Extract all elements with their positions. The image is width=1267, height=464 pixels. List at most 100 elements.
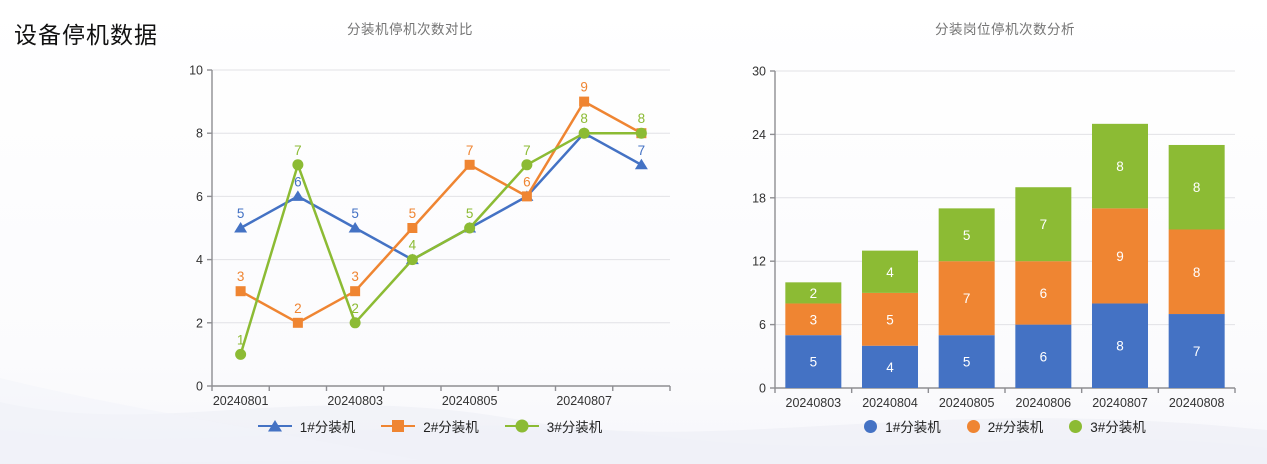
bar-value-label: 8	[1193, 180, 1201, 195]
bar-segment-1[interactable]	[1168, 314, 1225, 388]
legend-marker-circle-icon	[504, 419, 539, 433]
x-tick-label: 20240801	[213, 394, 269, 408]
data-point-triangle[interactable]	[234, 222, 248, 233]
bar-value-label: 4	[886, 265, 894, 280]
bar-segment-3[interactable]	[1168, 144, 1225, 230]
data-point-square[interactable]	[521, 191, 532, 202]
point-value-label: 7	[638, 143, 646, 158]
legend-marker-circle-icon	[864, 419, 878, 433]
decorative-wave-graphic	[0, 378, 1267, 464]
y-tick-label: 8	[196, 127, 203, 141]
bar-segment-3[interactable]	[862, 250, 918, 293]
data-point-square[interactable]	[407, 223, 418, 233]
point-value-label: 2	[351, 301, 359, 316]
legend-item-3[interactable]: 3#分装机	[1069, 416, 1146, 436]
point-value-label: 3	[237, 269, 245, 284]
y-tick-label: 10	[189, 64, 203, 78]
legend-marker-circle-icon	[1069, 419, 1083, 433]
bar-chart-legend: 1#分装机 2#分装机 3#分装机	[735, 413, 1267, 439]
bar-segment-2[interactable]	[938, 261, 995, 336]
bar-segment-1[interactable]	[785, 335, 842, 388]
data-point-triangle[interactable]	[348, 222, 362, 233]
point-value-label: 5	[237, 206, 245, 221]
bar-segment-2[interactable]	[1168, 229, 1225, 315]
line-chart-title: 分装机停机次数对比	[347, 22, 473, 37]
data-point-circle[interactable]	[578, 127, 590, 139]
legend-item-2[interactable]: 2#分装机	[966, 416, 1044, 436]
data-point-circle[interactable]	[235, 348, 247, 360]
bar-segment-2[interactable]	[1092, 208, 1148, 304]
bar-segment-1[interactable]	[1092, 303, 1148, 388]
line-series-2	[239, 100, 643, 325]
bar-value-label: 6	[1040, 286, 1048, 301]
data-point-circle[interactable]	[635, 127, 647, 139]
bar-value-label: 8	[1116, 159, 1124, 174]
bar-segment-2[interactable]	[785, 303, 842, 336]
point-value-label: 9	[580, 80, 588, 95]
page-title: 设备停机数据	[14, 22, 158, 48]
legend-label: 1#分装机	[885, 420, 941, 435]
data-point-square[interactable]	[292, 317, 303, 328]
x-tick-label: 20240806	[1016, 396, 1072, 410]
point-value-label: 6	[523, 174, 531, 189]
y-tick-label: 2	[196, 316, 203, 330]
data-point-circle[interactable]	[521, 159, 533, 171]
legend-marker-triangle-icon	[257, 420, 292, 432]
point-value-label: 7	[294, 143, 302, 158]
data-point-triangle[interactable]	[291, 190, 305, 201]
legend-marker-square-icon	[381, 420, 416, 432]
point-value-label: 3	[351, 269, 359, 284]
bar-segment-3[interactable]	[1015, 187, 1072, 262]
data-point-circle[interactable]	[406, 254, 418, 266]
x-tick-label: 20240804	[862, 396, 918, 410]
legend-item-3[interactable]: 3#分装机	[504, 416, 602, 436]
y-tick-label: 4	[196, 253, 203, 267]
data-point-square[interactable]	[350, 286, 361, 297]
bar-segment-1[interactable]	[1015, 324, 1072, 388]
data-point-square[interactable]	[235, 286, 246, 297]
bar-value-label: 3	[810, 312, 818, 327]
legend-item-1[interactable]: 1#分装机	[864, 416, 941, 436]
point-value-label: 5	[409, 206, 417, 221]
bar-value-label: 8	[1116, 339, 1124, 354]
data-point-circle[interactable]	[292, 159, 304, 171]
data-point-square[interactable]	[579, 96, 590, 107]
bar-value-label: 4	[886, 360, 894, 375]
bar-value-label: 8	[1193, 265, 1201, 280]
x-tick-label: 20240807	[556, 394, 612, 408]
y-tick-label: 24	[752, 128, 766, 142]
data-point-triangle[interactable]	[634, 158, 648, 170]
bar-value-label: 5	[886, 312, 894, 327]
x-tick-label: 20240808	[1169, 396, 1225, 410]
y-tick-label: 0	[196, 380, 203, 394]
bar-segment-1[interactable]	[862, 345, 918, 388]
y-tick-label: 18	[752, 191, 766, 205]
legend-marker-circle-icon	[966, 419, 980, 433]
bar-segment-2[interactable]	[1015, 261, 1072, 325]
point-value-label: 5	[351, 206, 359, 221]
bar-segment-2[interactable]	[862, 292, 918, 346]
point-value-label: 1	[237, 332, 245, 347]
point-value-label: 5	[466, 206, 474, 221]
data-point-circle[interactable]	[464, 222, 476, 234]
legend-item-2[interactable]: 2#分装机	[381, 416, 479, 436]
bar-segment-3[interactable]	[1092, 123, 1148, 209]
legend-label: 1#分装机	[299, 420, 356, 435]
data-point-square[interactable]	[464, 159, 475, 170]
bar-value-label: 7	[1040, 217, 1048, 232]
data-point-circle[interactable]	[349, 317, 361, 329]
bar-value-label: 6	[1040, 349, 1048, 364]
x-tick-label: 20240805	[442, 394, 498, 408]
point-value-label: 7	[466, 143, 474, 158]
bar-segment-3[interactable]	[938, 208, 995, 262]
bar-value-label: 9	[1116, 249, 1124, 264]
legend-item-1[interactable]: 1#分装机	[257, 416, 356, 436]
bar-chart-title: 分装岗位停机次数分析	[935, 22, 1075, 37]
bar-segment-1[interactable]	[938, 335, 995, 388]
bar-value-label: 7	[1193, 344, 1201, 359]
bar-segment-3[interactable]	[785, 282, 842, 304]
y-tick-label: 6	[759, 318, 766, 332]
legend-label: 2#分装机	[987, 420, 1044, 435]
point-value-label: 4	[409, 238, 417, 253]
bar-value-label: 5	[963, 355, 971, 370]
